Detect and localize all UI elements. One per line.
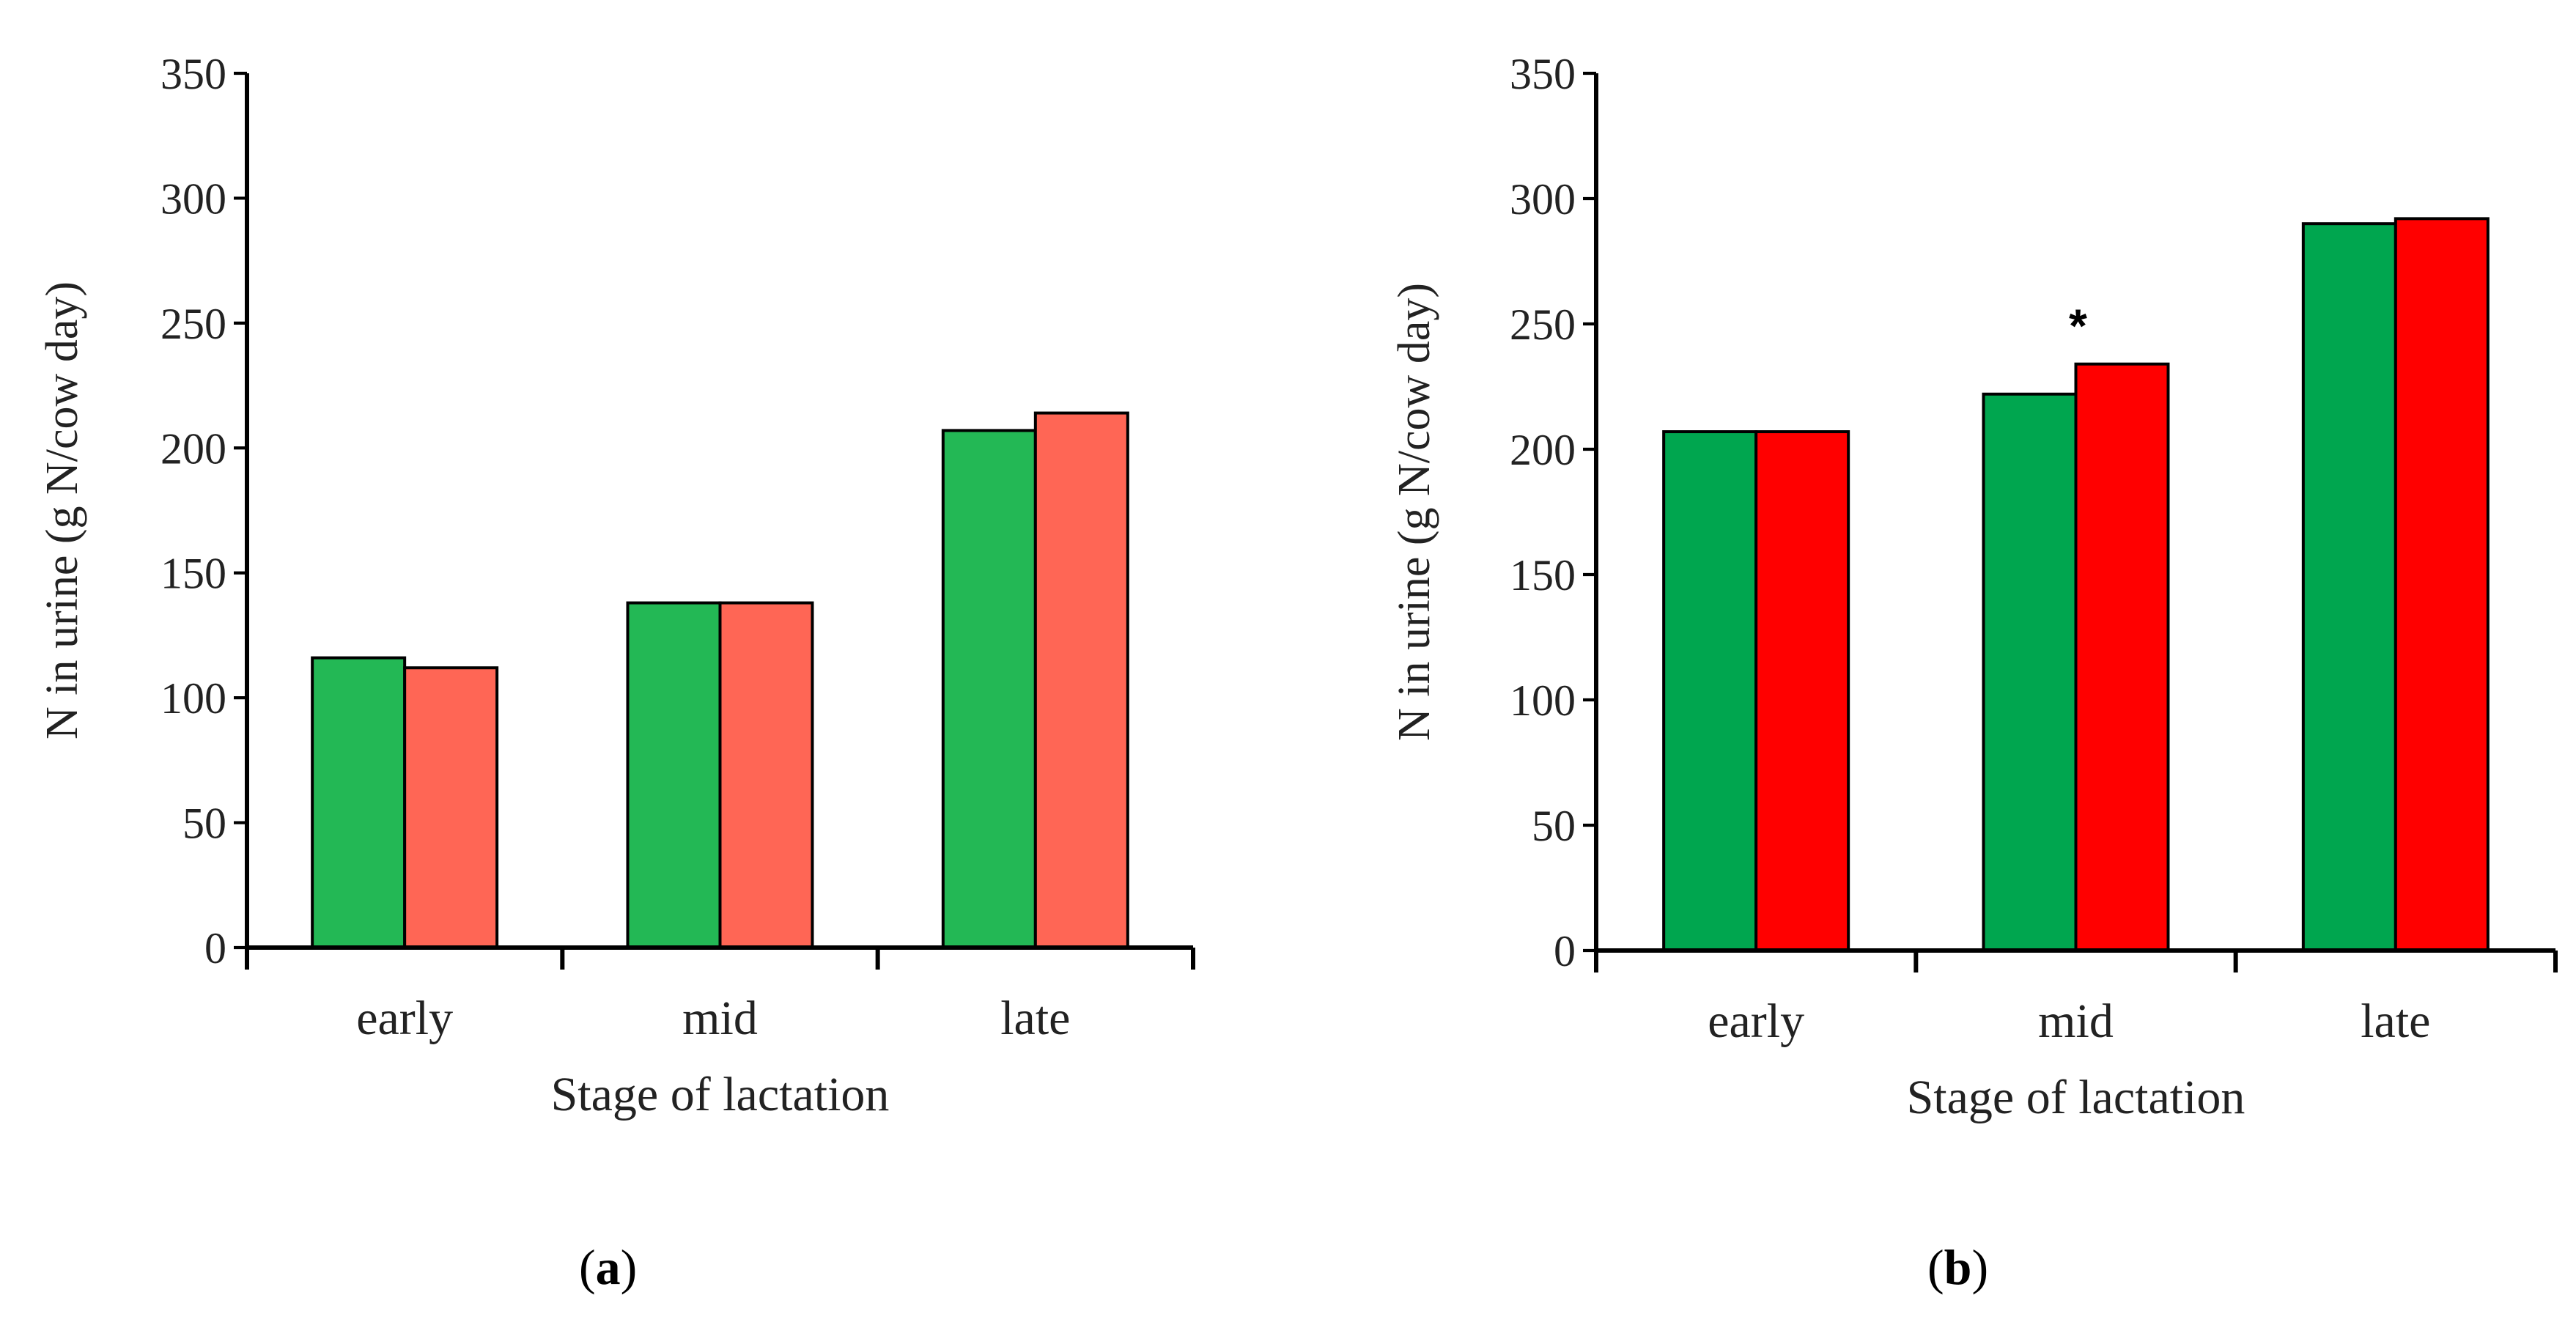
y-tick-label: 250 (1510, 300, 1576, 349)
y-tick-label: 150 (160, 550, 226, 598)
x-tick-label-late: late (1000, 992, 1070, 1045)
y-tick-label: 0 (204, 924, 226, 972)
x-tick-label-early: early (1708, 994, 1804, 1048)
x-tick-label-early: early (356, 992, 453, 1045)
y-tick-label: 300 (160, 174, 226, 223)
y-tick-label: 250 (160, 300, 226, 348)
bar-late-series-2 (1033, 411, 1129, 949)
chart-b: 0 50 100 150 200 250 300 350 early mid late Stage o… (1390, 50, 2558, 1124)
y-tick-label: 350 (160, 50, 226, 98)
panel-label-b: (b) (1927, 1239, 1989, 1295)
bar-early-series-2 (1754, 430, 1850, 952)
bar-mid-series-1 (626, 601, 722, 949)
bar-late-series-2 (2394, 217, 2490, 952)
x-axis-title: Stage of lactation (551, 1068, 890, 1121)
bar-late-series-1 (941, 429, 1037, 949)
x-axis-title: Stage of lactation (1907, 1071, 2245, 1124)
y-tick-label: 350 (1510, 50, 1576, 98)
x-tick-label-mid: mid (682, 992, 758, 1045)
chart-panel-b: 0 50 100 150 200 250 300 350 early mid late Stage o… (1290, 0, 2576, 1325)
x-tick-label-mid: mid (2038, 994, 2114, 1048)
bar-mid-series-2 (2074, 362, 2170, 953)
bar-early-series-1 (1662, 430, 1758, 952)
bar-early-series-1 (311, 656, 407, 949)
bar-early-series-2 (403, 666, 499, 949)
y-tick-label: 100 (160, 674, 226, 723)
y-tick-label: 100 (1510, 676, 1576, 725)
y-tick-label: 50 (1532, 802, 1576, 850)
y-tick-label: 300 (1510, 175, 1576, 224)
y-tick-label: 0 (1554, 927, 1576, 975)
bar-mid-series-2 (718, 601, 814, 949)
y-tick-label: 50 (182, 800, 226, 848)
y-tick-label: 150 (1510, 551, 1576, 599)
y-axis-title: N in urine (g N/cow day) (1390, 283, 1439, 741)
bar-late-series-1 (2301, 222, 2397, 952)
chart-a: 0 50 100 150 200 250 300 350 early mid late Stage o… (37, 50, 1195, 1121)
y-axis-title: N in urine (g N/cow day) (37, 281, 87, 739)
bar-mid-series-1 (1982, 392, 2078, 952)
chart-panel-a: 0 50 100 150 200 250 300 350 early mid late Stage o… (0, 0, 1275, 1325)
panel-label-a: (a) (579, 1239, 638, 1295)
y-tick-label: 200 (1510, 426, 1576, 474)
y-tick-label: 200 (160, 424, 226, 473)
significance-asterisk: * (2069, 300, 2087, 353)
x-tick-label-late: late (2361, 994, 2430, 1048)
